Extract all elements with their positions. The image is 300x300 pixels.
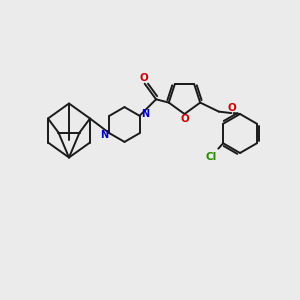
Text: O: O: [228, 103, 236, 113]
Text: N: N: [100, 130, 108, 140]
Text: Cl: Cl: [206, 152, 217, 162]
Text: O: O: [181, 114, 190, 124]
Text: N: N: [141, 109, 149, 119]
Text: O: O: [140, 73, 148, 83]
